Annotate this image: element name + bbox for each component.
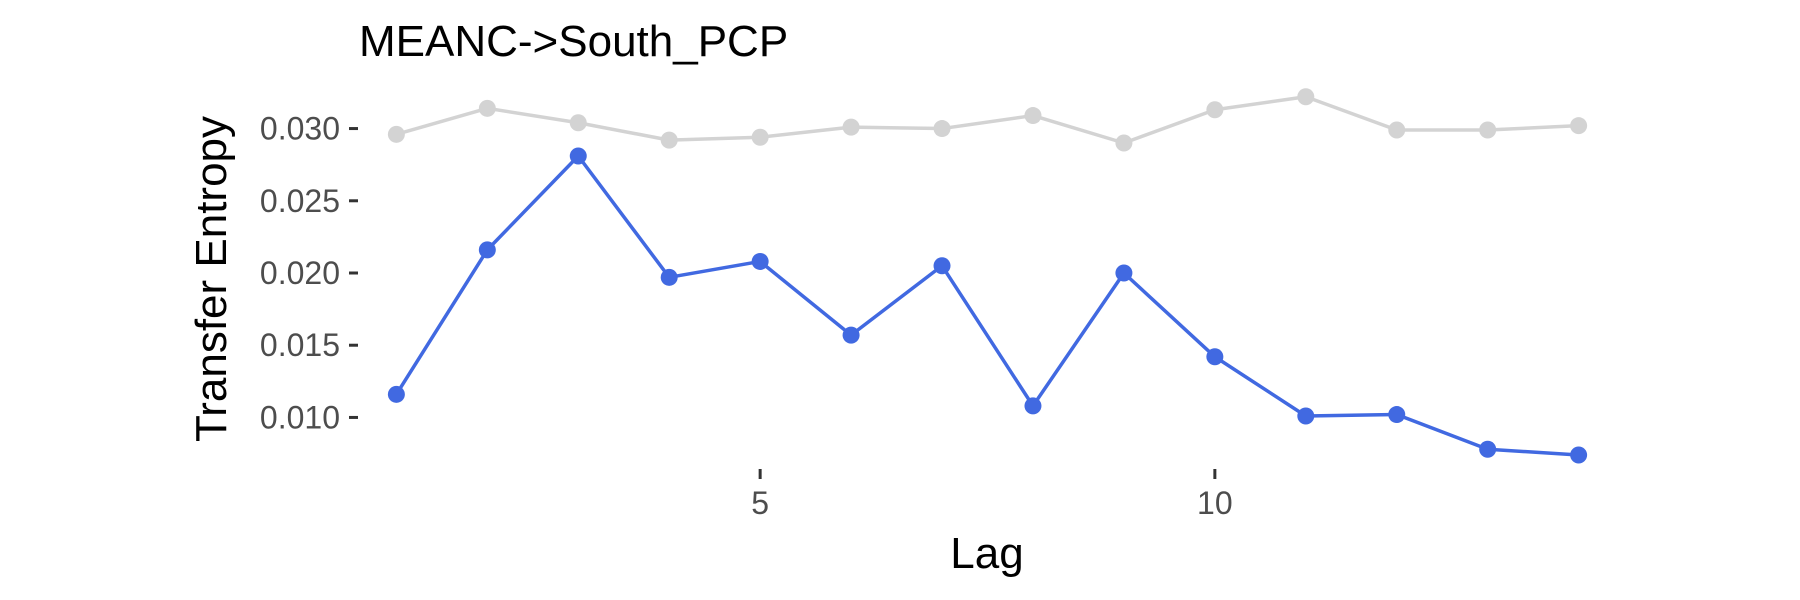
data-point (751, 128, 769, 146)
data-point (660, 131, 678, 149)
x-tick-label: 10 (1197, 485, 1233, 521)
data-point (1024, 107, 1042, 125)
data-point (1479, 440, 1497, 458)
series-0 (387, 88, 1588, 152)
data-point (387, 385, 405, 403)
data-point (1479, 121, 1497, 139)
series-line (395, 95, 1579, 145)
y-axis-title: Transfer Entropy (187, 116, 236, 442)
data-point (1388, 121, 1406, 139)
x-tick-label: 5 (751, 485, 769, 521)
data-point (842, 118, 860, 136)
y-tick-label: 0.030 (260, 111, 340, 147)
series-1 (387, 147, 1588, 464)
y-tick-label: 0.025 (260, 183, 340, 219)
data-point (1115, 134, 1133, 152)
data-point (1297, 88, 1315, 106)
data-point (1570, 446, 1588, 464)
data-point (478, 99, 496, 117)
data-point (1297, 407, 1315, 425)
data-point (1206, 348, 1224, 366)
y-tick-label: 0.020 (260, 255, 340, 291)
x-axis: 5 10 (751, 469, 1233, 521)
data-point (933, 120, 951, 138)
data-point (660, 268, 678, 286)
chart-title: MEANC->South_PCP (359, 17, 788, 66)
data-point (842, 326, 860, 344)
data-point (387, 125, 405, 143)
data-point (569, 114, 587, 132)
y-axis: 0.010 0.015 0.020 0.025 0.030 (260, 111, 358, 435)
y-tick-label: 0.010 (260, 399, 340, 435)
data-point (933, 257, 951, 275)
data-point (478, 241, 496, 259)
data-point (1024, 397, 1042, 415)
data-point (1115, 264, 1133, 282)
data-point (1570, 117, 1588, 135)
data-point (569, 147, 587, 165)
data-point (1388, 406, 1406, 424)
data-point (751, 252, 769, 270)
x-axis-title: Lag (950, 529, 1023, 578)
series-line (394, 154, 1579, 457)
series-layer (387, 88, 1588, 464)
y-tick-label: 0.015 (260, 327, 340, 363)
data-point (1206, 101, 1224, 119)
